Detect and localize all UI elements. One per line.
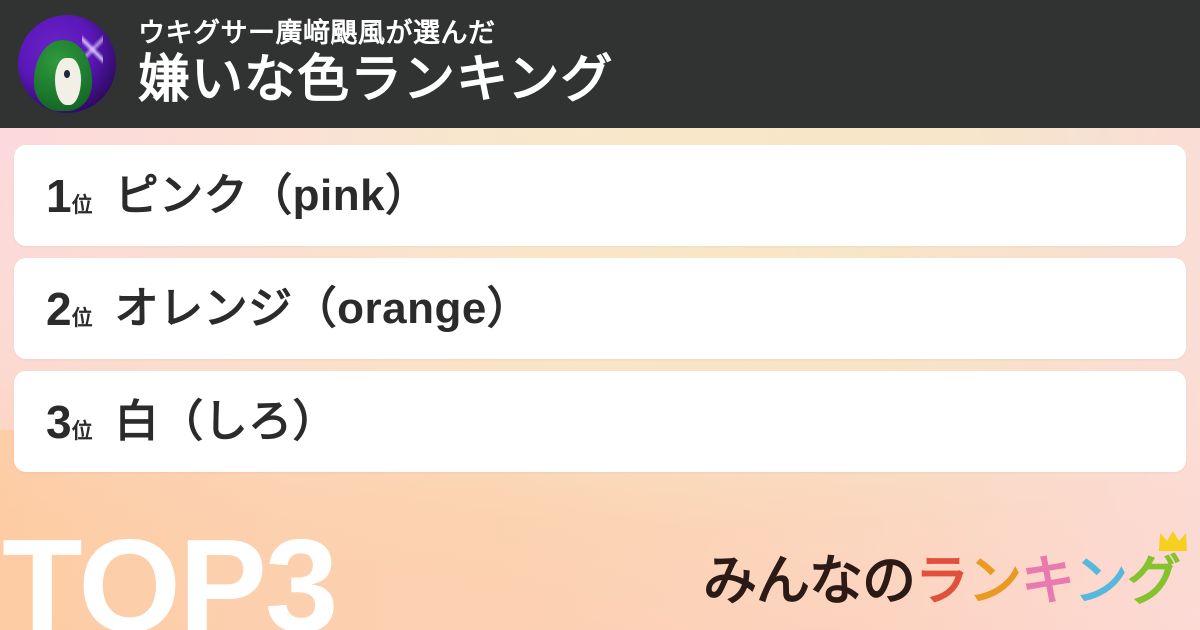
rank-number: 2 xyxy=(46,282,72,335)
list-item-label: 白（しろ） xyxy=(114,396,338,446)
rank-badge: 1 位 xyxy=(46,173,93,219)
logo-char-n2: ン xyxy=(1074,551,1128,611)
avatar-eye xyxy=(64,69,70,78)
header-text-group: ウキグサー廣﨑颶風が選んだ 嫌いな色ランキング xyxy=(138,17,614,110)
logo-text-minnano: みんなの xyxy=(703,551,916,611)
list-item-label: オレンジ（orange） xyxy=(114,283,532,333)
logo-char-ki: キ xyxy=(1021,551,1075,611)
rank-number: 3 xyxy=(46,395,72,448)
rank-suffix: 位 xyxy=(71,306,93,330)
user-avatar-icon xyxy=(18,15,116,113)
header-subtitle: ウキグサー廣﨑颶風が選んだ xyxy=(138,17,496,48)
page-title: 嫌いな色ランキング xyxy=(138,51,614,110)
logo-char-gu: グ xyxy=(1127,531,1187,608)
rank-number: 1 xyxy=(46,169,72,222)
ranking-list: 1 位 ピンク（pink） 2 位 オレンジ（orange） 3 位 白（しろ） xyxy=(14,145,1186,484)
rank-suffix: 位 xyxy=(71,419,93,443)
rank-badge: 3 位 xyxy=(46,399,93,445)
crown-icon xyxy=(1159,531,1187,551)
list-item[interactable]: 2 位 オレンジ（orange） xyxy=(14,258,1186,359)
rank-suffix: 位 xyxy=(71,193,93,217)
logo-char-ra: ラ xyxy=(915,551,969,611)
logo-char-n1: ン xyxy=(968,551,1022,611)
brand-logo[interactable]: みんなの ラ ン キ ン グ xyxy=(703,531,1187,611)
header-bar: ウキグサー廣﨑颶風が選んだ 嫌いな色ランキング xyxy=(0,0,1200,128)
avatar-face xyxy=(55,58,81,106)
rank-badge: 2 位 xyxy=(46,286,93,332)
list-item[interactable]: 3 位 白（しろ） xyxy=(14,371,1186,472)
list-item-label: ピンク（pink） xyxy=(114,170,430,220)
top3-watermark: TOP3 xyxy=(2,512,338,630)
list-item[interactable]: 1 位 ピンク（pink） xyxy=(14,145,1186,246)
